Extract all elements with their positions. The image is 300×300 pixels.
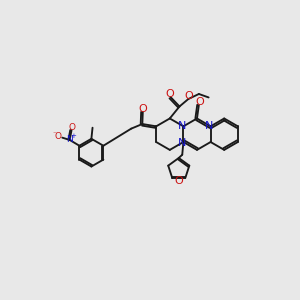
Text: O: O [195,97,204,106]
Text: O: O [68,122,76,131]
Text: +: + [70,133,76,139]
Text: N: N [66,135,73,144]
Text: N: N [178,138,186,148]
Text: N: N [178,121,186,131]
Text: N: N [205,121,214,131]
Text: O: O [138,104,147,114]
Text: O: O [55,132,62,141]
Text: O: O [165,89,174,99]
Text: O: O [174,176,183,186]
Text: O: O [185,91,194,100]
Text: ⁻: ⁻ [52,129,56,138]
